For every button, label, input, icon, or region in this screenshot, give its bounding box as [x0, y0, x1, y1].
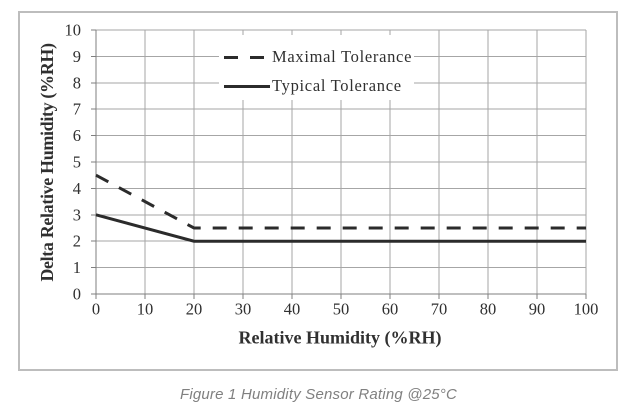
legend-label: Typical Tolerance: [272, 76, 402, 95]
y-tick-label: 4: [73, 179, 81, 198]
y-tick-label: 3: [73, 205, 81, 224]
y-tick-label: 1: [73, 258, 81, 277]
x-axis-title: Relative Humidity (%RH): [239, 328, 442, 349]
x-tick-label: 10: [137, 300, 154, 319]
legend-box: [219, 35, 414, 100]
y-axis-title: Delta Relative Humidity (%RH): [37, 43, 58, 282]
y-tick-label: 10: [65, 21, 82, 40]
x-tick-label: 80: [480, 300, 497, 319]
x-tick-label: 50: [333, 300, 350, 319]
y-tick-label: 2: [73, 232, 81, 251]
series-line-solid: [95, 213, 586, 243]
figure-caption: Figure 1 Humidity Sensor Rating @25°C: [179, 386, 458, 403]
y-tick-label: 0: [73, 285, 81, 304]
y-tick-label: 7: [73, 100, 81, 119]
y-tick-label: 9: [73, 47, 81, 66]
y-tick-label: 6: [73, 126, 81, 145]
x-tick-label: 60: [382, 300, 399, 319]
x-tick-label: 100: [574, 300, 599, 319]
y-tick-label: 8: [73, 73, 81, 92]
x-tick-label: 90: [529, 300, 546, 319]
x-tick-label: 40: [284, 300, 301, 319]
series-line-dashed: [95, 173, 586, 230]
y-tick-label: 5: [73, 153, 81, 172]
x-tick-label: 0: [92, 300, 100, 319]
chart-frame: 0 1 2 3 4 5 6 7 8 9 10 0 10 20 30 40 50 60 70 80 90 100 Relati…: [18, 11, 618, 371]
x-tick-label: 70: [431, 300, 448, 319]
x-tick-label: 20: [186, 300, 203, 319]
legend-label: Maximal Tolerance: [272, 47, 412, 66]
x-tick-label: 30: [235, 300, 252, 319]
